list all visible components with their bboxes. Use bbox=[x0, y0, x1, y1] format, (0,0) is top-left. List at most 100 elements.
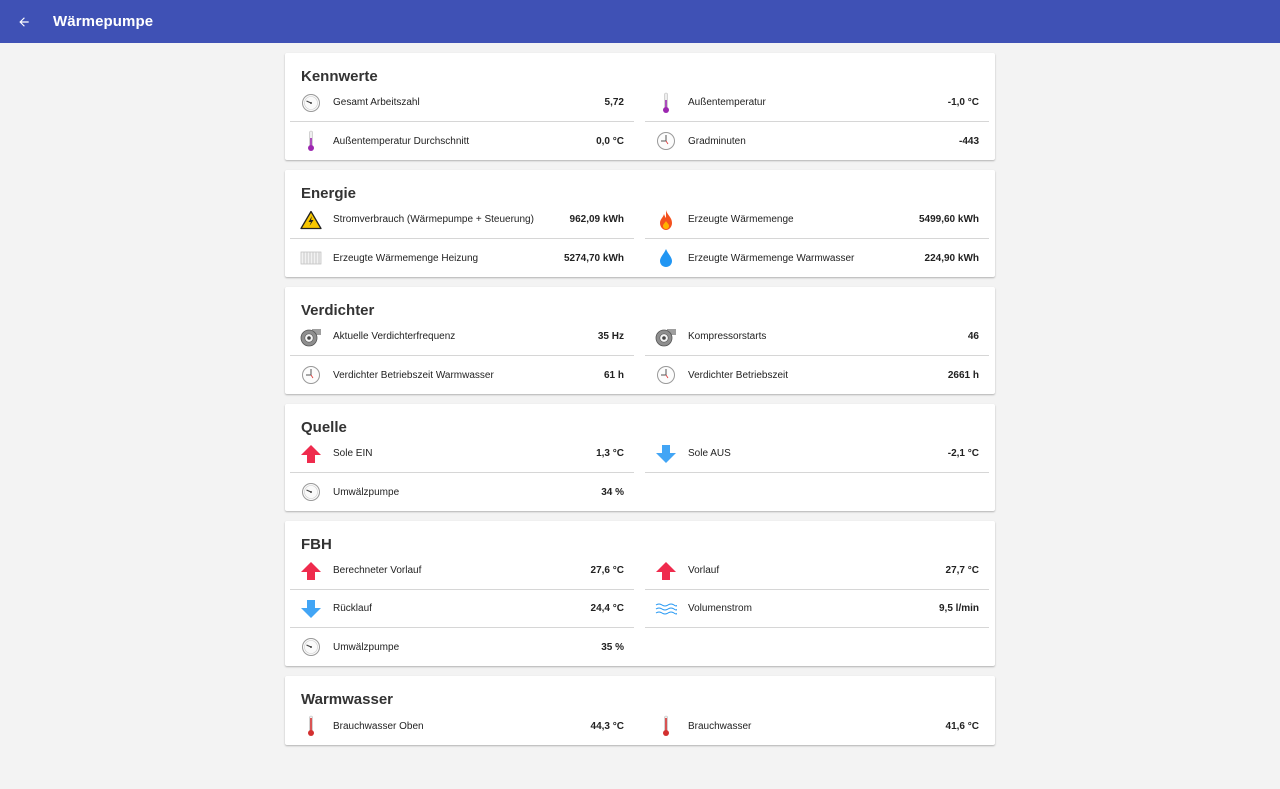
entity-row[interactable]: Umwälzpumpe 35 % bbox=[290, 628, 634, 666]
card-title: Warmwasser bbox=[301, 691, 393, 708]
card-warmwasser: Warmwasser Brauchwasser Oben 44,3 °C Brauch… bbox=[285, 676, 995, 745]
entity-row[interactable]: Aktuelle Verdichterfrequenz 35 Hz bbox=[290, 318, 634, 356]
compressor-icon bbox=[655, 326, 677, 348]
entity-row[interactable]: Außentemperatur -1,0 °C bbox=[645, 84, 989, 122]
entity-row[interactable]: Volumenstrom 9,5 l/min bbox=[645, 590, 989, 628]
entity-label: Brauchwasser bbox=[688, 720, 752, 732]
thermometer-red-icon bbox=[655, 715, 677, 737]
entity-grid: Aktuelle Verdichterfrequenz 35 Hz Kompress… bbox=[285, 318, 995, 394]
entity-value: 44,3 °C bbox=[590, 720, 624, 732]
entity-row[interactable]: Sole EIN 1,3 °C bbox=[290, 435, 634, 473]
entity-row[interactable]: Umwälzpumpe 34 % bbox=[290, 473, 634, 511]
entity-row[interactable]: Verdichter Betriebszeit Warmwasser 61 h bbox=[290, 356, 634, 394]
flow-waves-icon bbox=[655, 598, 677, 620]
entity-label: Umwälzpumpe bbox=[333, 486, 400, 498]
entity-label: Außentemperatur Durchschnitt bbox=[333, 135, 470, 147]
card-verdichter: Verdichter Aktuelle Verdichterfrequenz 35 … bbox=[285, 287, 995, 394]
entity-value: 2661 h bbox=[947, 369, 979, 381]
entity-value: 61 h bbox=[603, 369, 624, 381]
app-toolbar: Wärmepumpe bbox=[0, 0, 1280, 43]
cards-container: Kennwerte Gesamt Arbeitszahl 5,72 Außentemp… bbox=[285, 53, 995, 745]
entity-value: 5499,60 kWh bbox=[918, 214, 979, 225]
entity-value: 35 % bbox=[601, 641, 624, 653]
compressor-icon bbox=[300, 326, 322, 348]
entity-value: 224,90 kWh bbox=[924, 252, 979, 264]
entity-label: Erzeugte Wärmemenge bbox=[688, 214, 794, 225]
clock-icon bbox=[300, 364, 322, 386]
entity-label: Verdichter Betriebszeit bbox=[688, 369, 789, 381]
entity-value: 0,0 °C bbox=[596, 135, 624, 147]
page-title: Wärmepumpe bbox=[53, 13, 154, 30]
arrow-down-blue-icon bbox=[300, 598, 322, 620]
entity-label: Stromverbrauch (Wärmepumpe + Steuerung) bbox=[333, 214, 534, 225]
back-button[interactable] bbox=[12, 10, 36, 34]
card-title: Verdichter bbox=[301, 302, 375, 319]
entity-label: Rücklauf bbox=[333, 603, 372, 614]
entity-row[interactable]: Außentemperatur Durchschnitt 0,0 °C bbox=[290, 122, 634, 160]
card-title: Quelle bbox=[301, 419, 347, 436]
gauge-icon bbox=[300, 636, 322, 658]
entity-row[interactable]: Vorlauf 27,7 °C bbox=[645, 552, 989, 590]
gauge-icon bbox=[300, 92, 322, 114]
entity-grid: Sole EIN 1,3 °C Sole AUS -2,1 °C Umwälzpumpe… bbox=[285, 435, 995, 511]
entity-label: Außentemperatur bbox=[688, 97, 766, 108]
entity-label: Erzeugte Wärmemenge Warmwasser bbox=[688, 252, 855, 264]
entity-value: 27,6 °C bbox=[590, 565, 624, 576]
entity-label: Aktuelle Verdichterfrequenz bbox=[333, 331, 456, 342]
entity-label: Kompressorstarts bbox=[688, 331, 767, 342]
entity-value: 35 Hz bbox=[597, 331, 624, 342]
clock-icon bbox=[655, 364, 677, 386]
arrow-left-icon bbox=[19, 16, 29, 27]
entity-value: 27,7 °C bbox=[945, 565, 979, 576]
card-title: Kennwerte bbox=[301, 68, 378, 85]
entity-value: -443 bbox=[958, 135, 979, 147]
entity-value: 41,6 °C bbox=[945, 720, 979, 732]
entity-row[interactable]: Brauchwasser Oben 44,3 °C bbox=[290, 707, 634, 745]
entity-value: 24,4 °C bbox=[590, 603, 624, 614]
flame-icon bbox=[655, 209, 677, 231]
gauge-icon bbox=[300, 481, 322, 503]
entity-label: Berechneter Vorlauf bbox=[333, 565, 422, 576]
entity-label: Volumenstrom bbox=[688, 603, 752, 614]
entity-row[interactable]: Rücklauf 24,4 °C bbox=[290, 590, 634, 628]
arrow-up-red-icon bbox=[300, 560, 322, 582]
thermometer-red-icon bbox=[300, 715, 322, 737]
entity-row[interactable]: Stromverbrauch (Wärmepumpe + Steuerung) 9… bbox=[290, 201, 634, 239]
card-title: FBH bbox=[301, 536, 332, 553]
entity-row[interactable]: Sole AUS -2,1 °C bbox=[645, 435, 989, 473]
entity-row[interactable]: Gesamt Arbeitszahl 5,72 bbox=[290, 84, 634, 122]
card-kennwerte: Kennwerte Gesamt Arbeitszahl 5,72 Außentemp… bbox=[285, 53, 995, 160]
entity-grid: Berechneter Vorlauf 27,6 °C Vorlauf 27,7 °C… bbox=[285, 552, 995, 666]
entity-row[interactable]: Erzeugte Wärmemenge Heizung 5274,70 kWh bbox=[290, 239, 634, 277]
entity-row[interactable]: Erzeugte Wärmemenge 5499,60 kWh bbox=[645, 201, 989, 239]
entity-row[interactable]: Brauchwasser 41,6 °C bbox=[645, 707, 989, 745]
warning-electricity-icon bbox=[300, 209, 322, 231]
entity-row[interactable]: Verdichter Betriebszeit 2661 h bbox=[645, 356, 989, 394]
entity-label: Sole EIN bbox=[333, 448, 373, 459]
arrow-down-blue-icon bbox=[655, 443, 677, 465]
entity-grid: Stromverbrauch (Wärmepumpe + Steuerung) 9… bbox=[285, 201, 995, 277]
entity-value: 5274,70 kWh bbox=[563, 252, 624, 264]
entity-value: -1,0 °C bbox=[947, 97, 979, 108]
entity-row[interactable]: Gradminuten -443 bbox=[645, 122, 989, 160]
entity-label: Verdichter Betriebszeit Warmwasser bbox=[333, 369, 494, 381]
clock-icon bbox=[655, 130, 677, 152]
entity-value: 9,5 l/min bbox=[938, 603, 979, 614]
arrow-up-red-icon bbox=[300, 443, 322, 465]
entity-value: 34 % bbox=[601, 486, 624, 498]
entity-row[interactable]: Berechneter Vorlauf 27,6 °C bbox=[290, 552, 634, 590]
arrow-up-red-icon bbox=[655, 560, 677, 582]
entity-value: -2,1 °C bbox=[947, 448, 979, 459]
entity-row[interactable]: Kompressorstarts 46 bbox=[645, 318, 989, 356]
thermometer-purple-icon bbox=[655, 92, 677, 114]
entity-value: 962,09 kWh bbox=[569, 214, 624, 225]
entity-label: Vorlauf bbox=[688, 565, 720, 576]
card-title: Energie bbox=[301, 185, 357, 202]
card-fbh: FBH Berechneter Vorlauf 27,6 °C Vorlauf 27,7… bbox=[285, 521, 995, 666]
water-drop-icon bbox=[655, 247, 677, 269]
entity-label: Brauchwasser Oben bbox=[333, 720, 424, 732]
radiator-icon bbox=[300, 247, 322, 269]
entity-grid: Brauchwasser Oben 44,3 °C Brauchwasser 41,6… bbox=[285, 707, 995, 745]
entity-value: 46 bbox=[967, 331, 979, 342]
entity-row[interactable]: Erzeugte Wärmemenge Warmwasser 224,90 kWh bbox=[645, 239, 989, 277]
